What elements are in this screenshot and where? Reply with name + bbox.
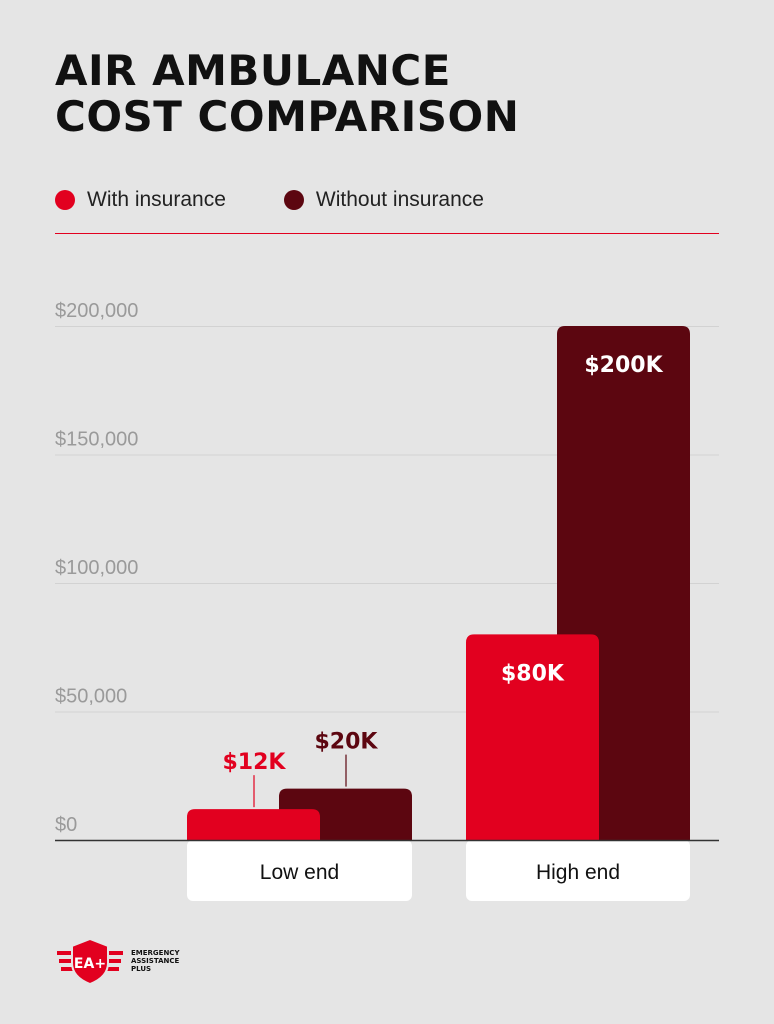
legend-label: Without insurance bbox=[315, 188, 484, 211]
x-tick-label: High end bbox=[536, 861, 620, 884]
legend-item-with-insurance: With insurance bbox=[55, 188, 226, 212]
category-box bbox=[466, 840, 690, 901]
y-tick-label: $200,000 bbox=[55, 300, 138, 322]
legend-label: With insurance bbox=[87, 188, 226, 211]
y-tick-label: $100,000 bbox=[55, 557, 138, 579]
legend: With insurance Without insurance bbox=[55, 188, 542, 212]
legend-dot-icon bbox=[283, 190, 304, 210]
bar-with-insurance bbox=[187, 809, 320, 840]
data-label: $200K bbox=[584, 353, 663, 378]
title-line-1: AIR AMBULANCE bbox=[55, 46, 451, 95]
brand-line: EMERGENCY bbox=[131, 949, 180, 957]
title-line-2: COST COMPARISON bbox=[55, 92, 520, 141]
legend-dot-icon bbox=[55, 190, 75, 210]
x-tick-label: Low end bbox=[260, 861, 339, 884]
bar-with-insurance bbox=[466, 634, 599, 840]
chart-title: AIR AMBULANCE COST COMPARISON bbox=[55, 48, 519, 140]
data-label: $12K bbox=[223, 750, 287, 775]
brand-line: PLUS bbox=[131, 965, 152, 973]
svg-text:EA+: EA+ bbox=[74, 956, 106, 972]
category-box bbox=[187, 840, 412, 901]
legend-item-without-insurance: Without insurance bbox=[283, 188, 484, 212]
divider bbox=[55, 233, 719, 234]
y-tick-label: $0 bbox=[55, 814, 77, 836]
brand-line: ASSISTANCE bbox=[131, 957, 180, 965]
brand-name: EMERGENCY ASSISTANCE PLUS bbox=[131, 949, 180, 973]
brand-logo: EA+ EMERGENCY ASSISTANCE PLUS bbox=[55, 937, 180, 985]
data-label: $80K bbox=[501, 661, 565, 686]
shield-logo-icon: EA+ bbox=[57, 937, 123, 985]
y-tick-label: $50,000 bbox=[55, 686, 127, 708]
y-tick-label: $150,000 bbox=[55, 429, 138, 451]
data-label: $20K bbox=[315, 730, 379, 755]
